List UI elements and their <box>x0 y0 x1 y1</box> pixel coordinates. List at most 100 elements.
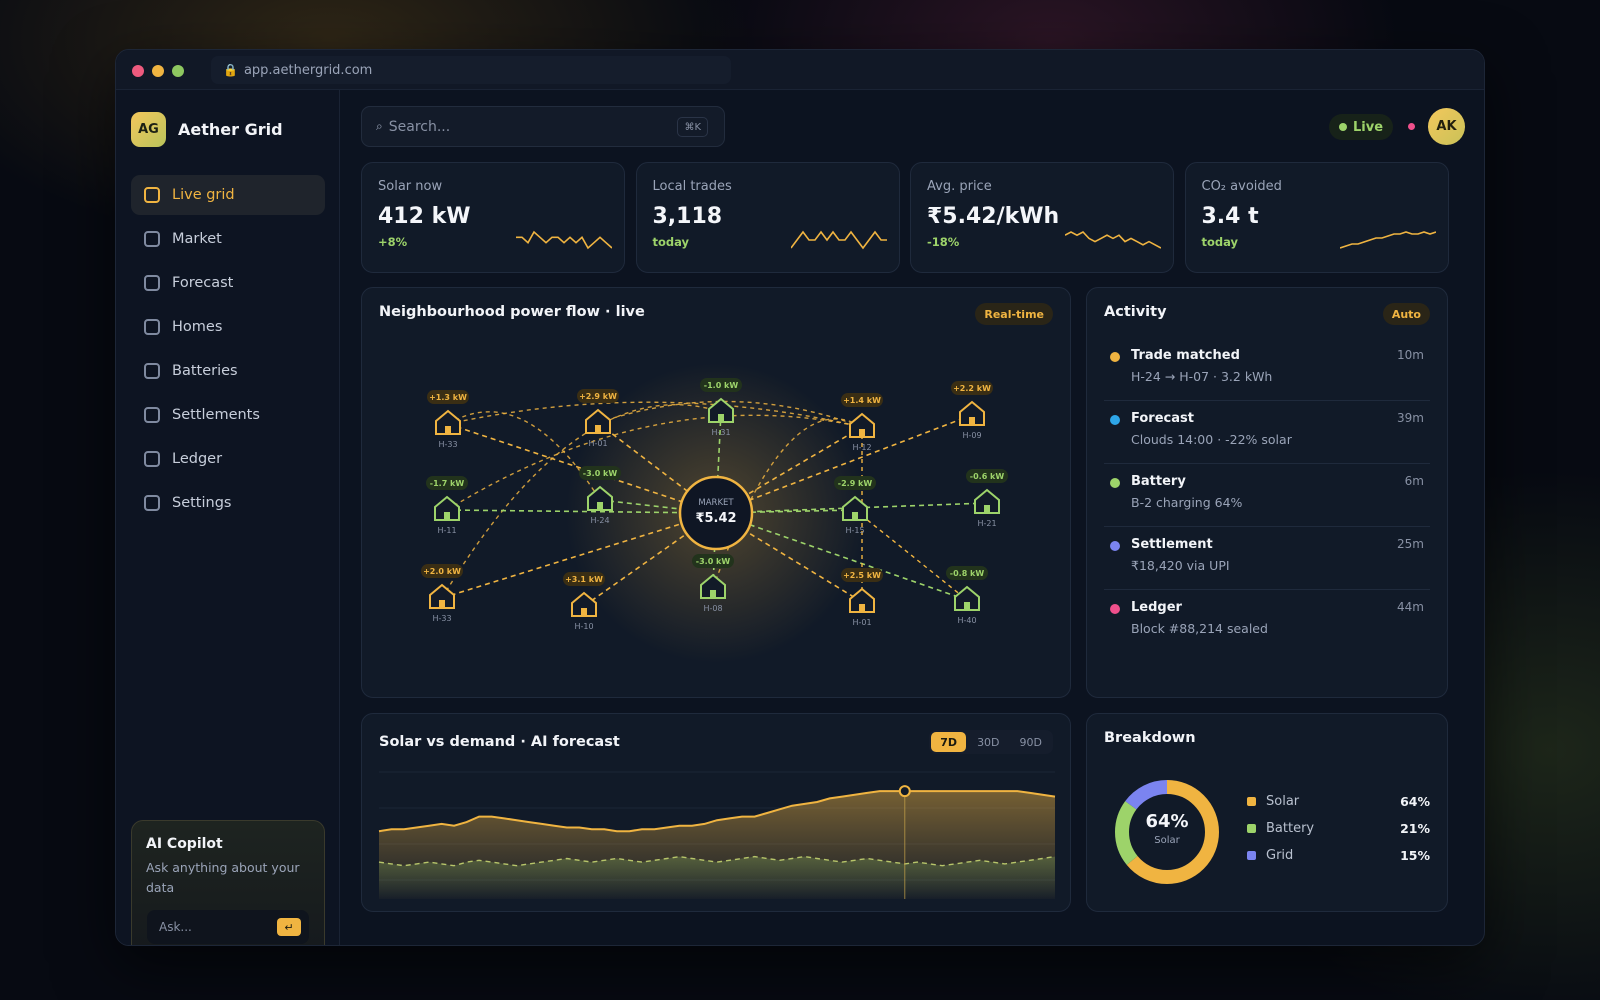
search-input[interactable]: ⌕ Search... ⌘K <box>361 106 725 147</box>
stat-value: 412 kW <box>378 204 471 229</box>
close-window-button[interactable] <box>132 65 144 77</box>
live-dot-icon <box>1339 123 1347 131</box>
home-node[interactable]: H-01 +2.9 kW <box>577 389 619 448</box>
flow-line <box>715 512 863 603</box>
house-door <box>595 425 601 433</box>
home-node[interactable]: H-11 -1.7 kW <box>426 476 468 535</box>
activity-detail: Clouds 14:00 · -22% solar <box>1131 432 1292 447</box>
donut-segment-battery[interactable] <box>1115 780 1219 884</box>
activity-status-dot <box>1110 478 1120 488</box>
activity-time: 10m <box>1397 348 1424 362</box>
trade-link <box>446 414 863 511</box>
sparkline-path <box>790 230 887 250</box>
sparkline-path <box>516 230 612 250</box>
house-door <box>969 417 975 425</box>
sidebar-item-homes[interactable]: Homes <box>131 307 325 347</box>
breakdown-title: Breakdown <box>1104 730 1196 746</box>
minimize-window-button[interactable] <box>152 65 164 77</box>
home-node[interactable]: H-09 +2.2 kW <box>951 381 993 440</box>
activity-item[interactable]: Forecast Clouds 14:00 · -22% solar 39m <box>1104 401 1430 464</box>
house-icon <box>585 408 611 434</box>
sidebar-item-settings[interactable]: Settings <box>131 483 325 523</box>
notification-dot-icon[interactable] <box>1408 123 1415 130</box>
brand[interactable]: AG Aether Grid <box>131 112 283 147</box>
sidebar-item-ledger[interactable]: Ledger <box>131 439 325 479</box>
house-icon <box>974 488 1000 514</box>
house-icon <box>429 583 455 609</box>
home-node[interactable]: H-21 -0.6 kW <box>966 469 1008 528</box>
stat-card: CO₂ avoided 3.4 t today <box>1184 162 1449 273</box>
solar-line <box>378 790 1056 833</box>
home-node[interactable]: H-33 +2.0 kW <box>421 564 463 623</box>
home-id: H-09 <box>962 431 981 440</box>
copilot-ask-input[interactable]: Ask... ↵ <box>147 910 309 944</box>
stat-sparkline <box>1065 231 1161 249</box>
home-id: H-01 <box>852 618 871 627</box>
legend-swatch <box>1247 823 1256 833</box>
home-id: H-12 <box>852 443 871 452</box>
house-icon <box>954 585 980 611</box>
house-icon <box>587 485 613 511</box>
home-node[interactable]: H-10 +3.1 kW <box>563 572 605 631</box>
sidebar-item-market[interactable]: Market <box>131 219 325 259</box>
flow-badge <box>951 381 993 395</box>
home-node[interactable]: H-15 -2.9 kW <box>834 476 876 535</box>
donut-segment-grid[interactable] <box>1115 780 1219 884</box>
stat-card: Avg. price ₹5.42/kWh -18% <box>910 162 1174 273</box>
user-avatar[interactable]: AK <box>1428 108 1465 145</box>
sidebar-item-live-grid[interactable]: Live grid <box>131 175 325 215</box>
maximize-window-button[interactable] <box>172 65 184 77</box>
home-node[interactable]: H-01 +2.5 kW <box>841 568 883 627</box>
address-bar[interactable]: 🔒 app.aethergrid.com <box>211 56 731 84</box>
house-icon <box>849 587 875 613</box>
home-flow: +3.1 kW <box>565 575 603 584</box>
sidebar-item-settlements[interactable]: Settlements <box>131 395 325 435</box>
range-30d[interactable]: 30D <box>977 735 1000 749</box>
house-door <box>852 512 858 520</box>
stat-change: +8% <box>378 235 408 249</box>
activity-item[interactable]: Settlement ₹18,420 via UPI 25m <box>1104 527 1430 590</box>
activity-item[interactable]: Ledger Block #88,214 sealed 44m <box>1104 590 1430 653</box>
range-90d[interactable]: 90D <box>1019 735 1042 749</box>
home-node[interactable]: H-31 -1.0 kW <box>700 378 742 437</box>
sidebar-item-batteries[interactable]: Batteries <box>131 351 325 391</box>
sidebar-item-label: Market <box>172 231 222 247</box>
home-id: H-40 <box>957 616 976 625</box>
hover-marker[interactable] <box>898 785 911 798</box>
home-flow: +1.3 kW <box>429 393 467 402</box>
home-node[interactable]: H-08 -3.0 kW <box>692 554 734 613</box>
home-flow: +2.5 kW <box>843 571 881 580</box>
forecast-panel: Solar vs demand · AI forecast 7D 30D 90D <box>361 713 1071 912</box>
activity-title: Activity <box>1104 304 1167 320</box>
range-7d[interactable]: 7D <box>931 732 967 752</box>
home-node[interactable]: H-12 +1.4 kW <box>841 393 883 452</box>
home-flow: -2.9 kW <box>838 479 873 488</box>
stat-change: today <box>1201 235 1239 249</box>
search-placeholder: Search... <box>388 118 451 135</box>
activity-item[interactable]: Trade matched H-24 → H-07 · 3.2 kWh 10m <box>1104 338 1430 401</box>
home-node[interactable]: H-24 -3.0 kW <box>579 466 621 525</box>
home-node[interactable]: H-33 +1.3 kW <box>427 390 469 449</box>
home-node[interactable]: H-40 -0.8 kW <box>946 566 988 625</box>
enter-icon[interactable]: ↵ <box>277 918 301 936</box>
brand-name: Aether Grid <box>178 120 283 139</box>
sparkline-path <box>1339 231 1436 249</box>
activity-item[interactable]: Battery B-2 charging 64% 6m <box>1104 464 1430 527</box>
copilot-description: Ask anything about your data <box>146 860 300 895</box>
legend-swatch <box>1247 796 1256 806</box>
legend-percent: 15% <box>1400 847 1430 863</box>
nav-checkbox-icon <box>144 275 160 291</box>
stat-sparkline <box>1339 231 1436 249</box>
sidebar-item-label: Batteries <box>172 363 238 379</box>
live-status-badge[interactable]: Live <box>1329 114 1394 140</box>
range-selector: 7D 30D 90D <box>929 730 1053 754</box>
house-icon <box>434 495 460 521</box>
stat-label: Local trades <box>652 179 732 194</box>
home-id: H-11 <box>437 526 456 535</box>
copilot-ask-placeholder: Ask... <box>159 920 192 934</box>
sidebar-item-forecast[interactable]: Forecast <box>131 263 325 303</box>
trade-link <box>441 404 722 599</box>
nav-checkbox-icon <box>144 451 160 467</box>
sidebar-nav: Live grid Market Forecast Homes Batteries Set… <box>131 175 325 527</box>
market-node[interactable] <box>678 475 754 551</box>
